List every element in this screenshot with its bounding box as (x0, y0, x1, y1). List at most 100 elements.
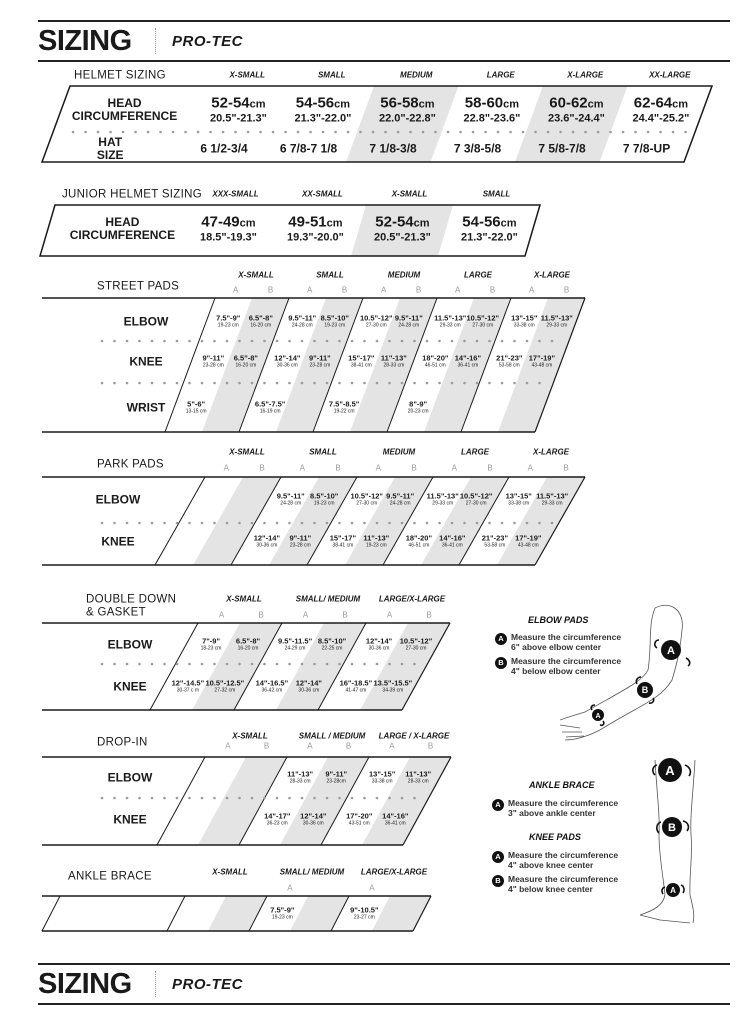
footer-title: SIZING (38, 968, 132, 1000)
row-separator-dot (400, 521, 404, 525)
instruction-line: 4" above knee center (508, 859, 594, 870)
size-cell: 56-58cm 22.0"-22.8" (378, 95, 436, 125)
column-a-label: A (389, 741, 395, 751)
inch-range: 11"-13" (287, 769, 314, 779)
cm-range: 16-20 cm (237, 645, 259, 652)
inch-range: 20.5"-21.3" (209, 112, 267, 125)
inch-range: 22.8"-23.6" (463, 112, 521, 125)
row-separator-dot (121, 130, 125, 134)
row-separator-dot (546, 130, 550, 134)
row-label-line: SIZE (96, 148, 124, 162)
inch-range: 18"-20" (405, 533, 433, 543)
inch-range: 12"-14" (365, 636, 393, 646)
shaded-b-half (498, 298, 585, 432)
row-separator-dot (225, 521, 229, 525)
brand-logo: PRO-TEC (172, 33, 243, 50)
row-separator-dot (113, 339, 116, 343)
row-separator-dot (513, 381, 516, 385)
size-header: LARGE (486, 70, 515, 80)
row-separator-dot (150, 662, 154, 666)
row-separator-dot (525, 381, 529, 385)
cm-range: 43-51 cm (348, 820, 370, 827)
cm-range: 27-32 cm (214, 687, 236, 694)
row-separator-dot (509, 130, 512, 134)
row-separator-dot (388, 521, 391, 525)
row-separator-dot (425, 521, 429, 525)
size-cell: 14"-16" 36-41 cm (439, 534, 465, 550)
row-separator-dot (263, 339, 266, 343)
row-separator-dot (275, 339, 279, 343)
size-header: LARGE (464, 270, 492, 280)
row-separator-dot (684, 130, 687, 134)
size-cell: 21"-23" 53-58 cm (482, 534, 508, 550)
size-cell: 13"-15" 33-38 cm (369, 770, 395, 786)
row-separator-dot (300, 796, 304, 800)
row-separator-dot (434, 130, 437, 134)
size-cell: 10.5"-12.5" 27-32 cm (205, 679, 244, 695)
inch-range: 15"-17" (329, 533, 357, 543)
row-separator-dot (550, 521, 554, 525)
cm-range: 58-60cm (464, 94, 520, 112)
inch-range: 9.5"-11" (276, 491, 305, 501)
row-separator-dot (100, 521, 104, 525)
row-separator-dot (363, 381, 366, 385)
size-cell: 54-56cm 21.3"-22.0" (460, 214, 518, 244)
row-separator-dot (425, 339, 429, 343)
row-separator-dot (125, 521, 129, 525)
inch-range: 22.0"-22.8" (378, 112, 436, 125)
size-cell: 9.5"-11" 24-28 cm (395, 314, 423, 330)
row-separator-dot (671, 130, 675, 134)
row-separator-dot (171, 130, 175, 134)
header-divider (155, 28, 156, 54)
inch-range: 10.5"-12" (359, 313, 393, 323)
column-a-label: A (527, 463, 533, 473)
inch-range: 12"-14.5" (171, 678, 205, 688)
size-cell: 9.5"-11" 24-28 cm (288, 314, 316, 330)
size-cell: 9"-11" 23-28 cm (309, 354, 331, 370)
size-cell: 12"-14" 30-36 cm (254, 534, 280, 550)
column-divider (230, 476, 282, 566)
row-separator-dot (313, 662, 316, 666)
row-separator-dot (100, 381, 104, 385)
column-a-label: A (369, 883, 375, 893)
inch-range: 14"-16.5" (255, 678, 289, 688)
instruction-line: Measure the circumference (508, 874, 619, 884)
size-cell: 12"-14" 30-36 cm (365, 636, 393, 653)
row-separator-dot (113, 662, 116, 666)
row-separator-dot (371, 130, 375, 134)
row-separator-dot (188, 662, 191, 666)
row-separator-dot (338, 381, 341, 385)
size-cell: 10.5"-12" 27-30 cm (400, 637, 433, 653)
size-cell: 58-60cm 22.8"-23.6" (463, 94, 521, 125)
cm-range: 29-33 cm (439, 322, 461, 329)
inch-range: 9"-11" (202, 353, 225, 363)
row-label-head-circumference: HEAD CIRCUMFERENCE (71, 95, 178, 123)
row-separator-dot (225, 339, 229, 343)
inch-range: 21.3"-22.0" (460, 231, 518, 244)
shaded-b-half (198, 757, 287, 845)
column-a-label: A (381, 285, 387, 295)
instruction-line: Measure the circumference (511, 656, 622, 666)
size-header: X-SMALL (232, 731, 268, 741)
row-separator-dot (450, 339, 454, 343)
row-separator-dot (225, 662, 229, 666)
row-separator-dot (84, 130, 87, 134)
row-separator-dot (609, 130, 612, 134)
size-cell: 12"-14.5" 30-37 c m (171, 678, 205, 695)
row-separator-dot (400, 796, 404, 800)
cm-range: 30-37 c m (176, 687, 199, 694)
row-separator-dot (363, 339, 366, 343)
instruction-line: Measure the circumference (508, 798, 619, 808)
row-separator-dot (325, 339, 329, 343)
row-separator-dot (325, 381, 329, 385)
column-b-label: B (487, 463, 493, 473)
cm-range: 20-23 cm (407, 408, 429, 415)
column-divider (156, 756, 206, 846)
row-separator-dot (488, 521, 491, 525)
row-separator-dot (646, 130, 650, 134)
row-separator-dot (500, 339, 504, 343)
inch-range: 10.5"-12" (466, 313, 500, 323)
column-a-label: A (386, 610, 393, 620)
row-separator-dot (438, 381, 441, 385)
row-separator-dot (238, 381, 241, 385)
